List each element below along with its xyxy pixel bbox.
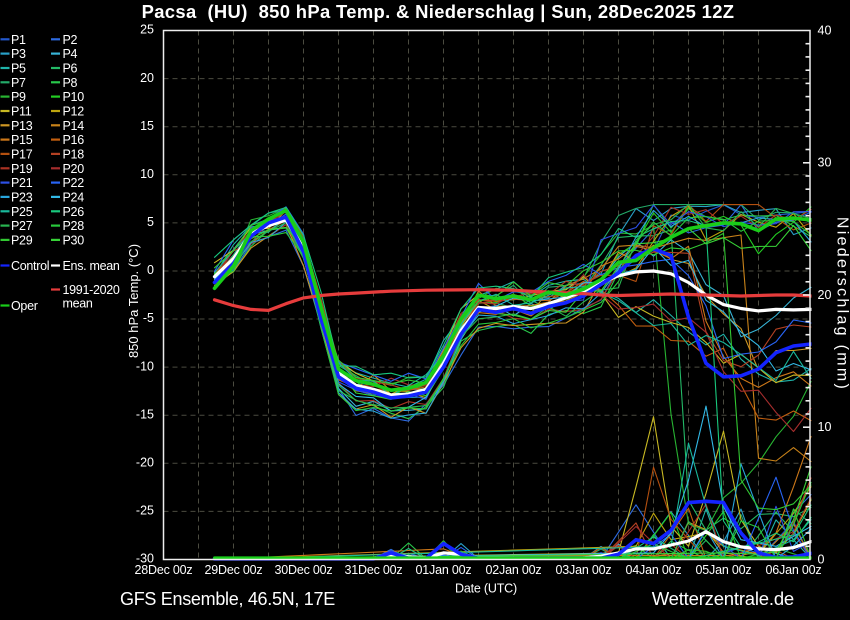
svg-text:Date (UTC): Date (UTC) xyxy=(455,582,517,596)
svg-text:0: 0 xyxy=(147,263,154,277)
svg-text:P4: P4 xyxy=(63,47,78,61)
svg-text:30Dec 00z: 30Dec 00z xyxy=(275,563,333,577)
svg-text:P18: P18 xyxy=(63,148,85,162)
svg-text:06Jan 00z: 06Jan 00z xyxy=(766,563,822,577)
svg-text:P8: P8 xyxy=(63,76,78,90)
svg-text:P27: P27 xyxy=(11,219,33,233)
svg-text:mean: mean xyxy=(63,297,93,311)
svg-text:P15: P15 xyxy=(11,133,33,147)
svg-text:P12: P12 xyxy=(63,105,85,119)
svg-text:P1: P1 xyxy=(11,33,26,47)
svg-text:P29: P29 xyxy=(11,234,33,248)
svg-text:05Jan 00z: 05Jan 00z xyxy=(696,563,752,577)
svg-text:20: 20 xyxy=(818,288,832,302)
svg-text:P17: P17 xyxy=(11,148,33,162)
svg-text:P28: P28 xyxy=(63,219,85,233)
svg-text:10: 10 xyxy=(140,167,154,181)
svg-text:Ens. mean: Ens. mean xyxy=(63,259,120,273)
svg-text:P9: P9 xyxy=(11,90,26,104)
svg-text:Wetterzentrale.de: Wetterzentrale.de xyxy=(652,588,794,609)
svg-text:P13: P13 xyxy=(11,119,33,133)
svg-text:P14: P14 xyxy=(63,119,85,133)
svg-text:-5: -5 xyxy=(143,311,154,325)
svg-text:P16: P16 xyxy=(63,133,85,147)
svg-text:P2: P2 xyxy=(63,33,78,47)
svg-text:-20: -20 xyxy=(136,456,154,470)
svg-text:Niederschlag (mm): Niederschlag (mm) xyxy=(834,217,850,391)
svg-text:04Jan 00z: 04Jan 00z xyxy=(626,563,682,577)
svg-text:-25: -25 xyxy=(136,504,154,518)
svg-text:P3: P3 xyxy=(11,47,26,61)
svg-text:28Dec 00z: 28Dec 00z xyxy=(135,563,193,577)
svg-text:P6: P6 xyxy=(63,62,78,76)
svg-text:20: 20 xyxy=(140,71,154,85)
svg-text:0: 0 xyxy=(818,552,825,566)
svg-text:P7: P7 xyxy=(11,76,26,90)
svg-text:Control: Control xyxy=(11,259,49,273)
svg-text:P24: P24 xyxy=(63,191,85,205)
svg-text:P22: P22 xyxy=(63,176,85,190)
svg-text:02Jan 00z: 02Jan 00z xyxy=(486,563,542,577)
svg-text:P10: P10 xyxy=(63,90,85,104)
svg-text:Oper: Oper xyxy=(11,299,38,313)
svg-text:30: 30 xyxy=(818,156,832,170)
svg-text:P11: P11 xyxy=(11,105,32,119)
svg-text:P26: P26 xyxy=(63,205,85,219)
svg-text:15: 15 xyxy=(140,119,154,133)
svg-text:Pacsa (HU) 850 hPa Temp. & N: Pacsa (HU) 850 hPa Temp. & Niederschlag … xyxy=(142,1,735,22)
svg-text:P19: P19 xyxy=(11,162,33,176)
svg-text:P21: P21 xyxy=(11,176,33,190)
svg-text:P30: P30 xyxy=(63,234,85,248)
svg-text:29Dec 00z: 29Dec 00z xyxy=(205,563,263,577)
svg-text:P5: P5 xyxy=(11,62,26,76)
svg-text:1991-2020: 1991-2020 xyxy=(63,283,120,297)
svg-text:03Jan 00z: 03Jan 00z xyxy=(556,563,612,577)
svg-text:-10: -10 xyxy=(136,359,154,373)
svg-text:P20: P20 xyxy=(63,162,85,176)
svg-text:-30: -30 xyxy=(136,552,154,566)
svg-text:P25: P25 xyxy=(11,205,33,219)
svg-text:5: 5 xyxy=(147,215,154,229)
svg-text:P23: P23 xyxy=(11,191,33,205)
svg-text:850 hPa Temp. (°C): 850 hPa Temp. (°C) xyxy=(126,244,141,358)
svg-text:-15: -15 xyxy=(136,407,154,421)
svg-text:40: 40 xyxy=(818,23,832,37)
svg-text:10: 10 xyxy=(818,420,832,434)
svg-text:31Dec 00z: 31Dec 00z xyxy=(345,563,403,577)
svg-text:01Jan 00z: 01Jan 00z xyxy=(416,563,472,577)
svg-text:25: 25 xyxy=(140,23,154,37)
svg-text:GFS Ensemble, 46.5N, 17E: GFS Ensemble, 46.5N, 17E xyxy=(120,589,335,609)
